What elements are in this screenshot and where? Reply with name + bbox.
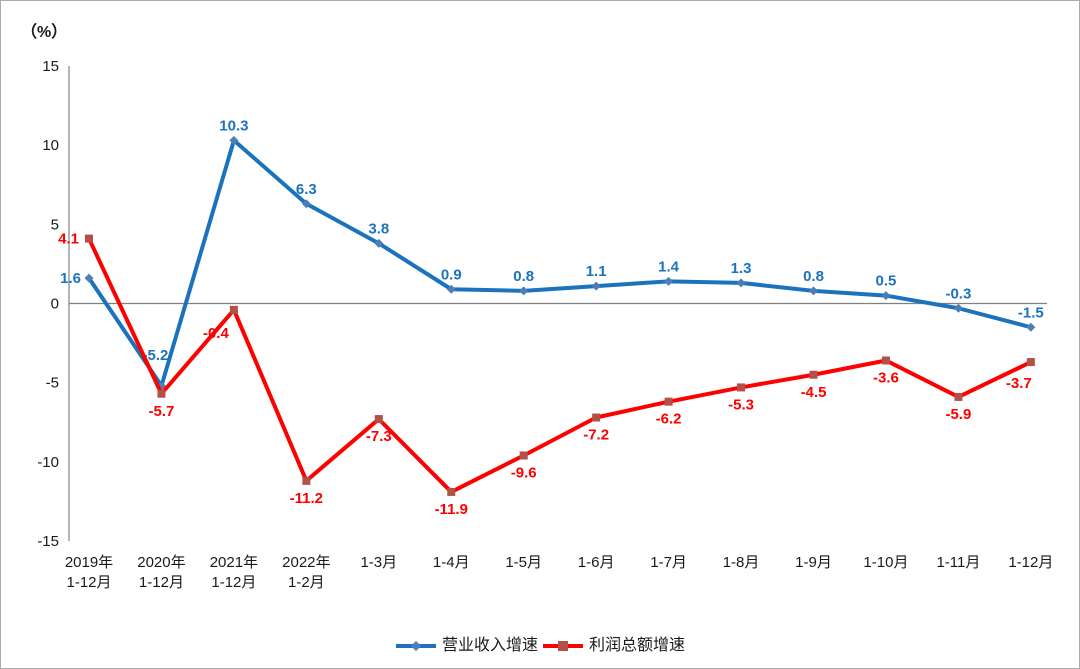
data-point-marker [1026,322,1036,332]
data-label: 6.3 [296,181,317,198]
data-label: 0.8 [803,268,824,285]
y-tick-label: 15 [42,58,59,75]
x-tick-label: 2019年 1-12月 [65,554,113,591]
data-point-marker [592,413,601,422]
data-label: -5.9 [945,406,971,423]
data-label: 3.8 [368,220,389,237]
y-tick-label: -10 [37,454,59,471]
legend-label-profit-growth: 利润总额增速 [589,637,686,654]
y-tick-label: 10 [42,137,59,154]
data-label: -5.7 [149,403,175,420]
data-label: 1.6 [60,270,81,287]
data-label: -0.4 [203,325,230,342]
data-label: -0.3 [945,285,971,302]
data-point-marker [954,392,963,401]
legend-swatch-profit-line [543,641,583,651]
data-label: 1.4 [658,258,680,275]
data-point-marker [881,356,890,365]
data-point-marker [229,135,239,145]
y-tick-label: 0 [51,296,59,313]
y-tick-label: 5 [51,216,59,233]
data-label: -11.2 [290,490,323,507]
data-label: -3.7 [1006,375,1032,392]
data-point-marker [809,286,818,296]
data-point-marker [85,234,93,243]
data-label: 1.1 [586,263,607,280]
legend-item-revenue-growth: 营业收入增速 [395,638,538,654]
data-point-marker [809,370,818,379]
x-tick-label: 2020年 1-12月 [137,554,185,591]
x-tick-label: 1-7月 [650,554,687,571]
legend: 营业收入增速 利润总额增速 [1,633,1079,659]
series-line-1 [87,236,1033,494]
x-tick-label: 1-8月 [723,554,760,571]
data-point-marker [737,383,746,392]
data-point-marker [664,397,673,406]
x-tick-label: 1-3月 [360,554,397,571]
x-tick-label: 1-10月 [863,554,908,571]
y-tick-label: -15 [37,533,59,550]
x-tick-label: 1-11月 [936,554,980,571]
data-point-marker [374,238,384,248]
data-point-marker [591,281,601,291]
data-label: 1.3 [731,260,752,277]
x-tick-label: 2021年 1-12月 [210,554,258,591]
data-label: -4.5 [801,384,827,401]
data-label: 0.8 [513,268,534,285]
data-point-marker [664,276,674,286]
data-label: -9.6 [511,465,537,482]
data-label: -6.2 [656,411,682,428]
plot-area: 15 10 5 0 -5 -10 -15 2019年 1-12月 2020年 1-12月 2021年 1… [37,58,1053,591]
data-label: 4.1 [58,231,79,248]
data-label: -7.2 [583,427,609,444]
legend-marker-square [558,641,568,651]
data-point-marker [302,476,311,485]
x-tick-label: 2022年 1-2月 [282,554,330,591]
data-label: 10.3 [219,117,248,134]
data-label: -7.3 [366,428,392,445]
data-point-marker [229,305,238,314]
data-point-marker [1026,358,1035,367]
data-label: -5.2 [143,347,169,364]
data-label: -1.5 [1018,304,1044,321]
series-line-0 [87,138,1033,388]
data-point-marker [736,278,746,288]
data-point-marker [301,199,311,209]
data-point-marker [84,273,94,283]
y-axis-unit-label: （%） [21,23,67,41]
data-label: -11.9 [435,501,468,518]
data-label: 0.5 [876,273,897,290]
data-point-marker [157,389,166,398]
data-point-marker [953,303,963,313]
data-point-marker [374,415,383,424]
data-point-marker [519,451,528,460]
legend-marker-diamond [410,641,421,651]
y-tick-label: -5 [46,375,59,392]
x-tick-label: 1-6月 [578,554,615,571]
data-point-marker [447,487,456,496]
legend-item-profit-growth: 利润总额增速 [542,638,685,654]
data-point-marker [519,286,529,296]
legend-label-revenue-growth: 营业收入增速 [441,637,538,654]
data-point-marker [881,291,891,301]
legend-swatch-revenue-line [395,641,436,651]
data-label: -5.3 [728,396,754,413]
x-tick-label: 1-5月 [505,554,542,571]
data-label: 0.9 [441,266,462,283]
x-tick-label: 1-9月 [795,554,832,571]
data-point-marker [446,284,456,294]
x-tick-label: 1-4月 [433,554,470,571]
data-label: -3.6 [873,370,899,387]
x-tick-label: 1-12月 [1008,554,1053,571]
